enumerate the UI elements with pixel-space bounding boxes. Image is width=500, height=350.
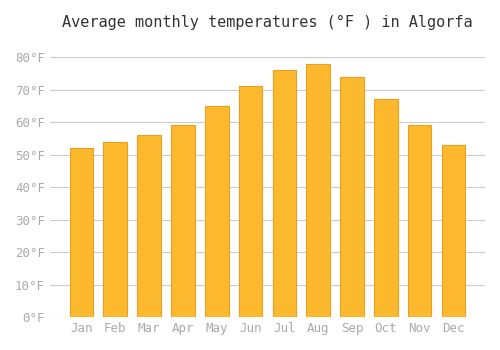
Bar	[272, 70, 296, 317]
Title: Average monthly temperatures (°F ) in Algorfa: Average monthly temperatures (°F ) in Al…	[62, 15, 472, 30]
Bar	[442, 145, 465, 317]
Bar	[238, 86, 262, 317]
Bar	[306, 64, 330, 317]
Bar	[171, 125, 194, 317]
Bar	[340, 77, 364, 317]
Bar	[138, 135, 161, 317]
Bar	[408, 125, 432, 317]
Bar	[374, 99, 398, 317]
Bar	[70, 148, 94, 317]
Bar	[205, 106, 229, 317]
Bar	[104, 142, 127, 317]
